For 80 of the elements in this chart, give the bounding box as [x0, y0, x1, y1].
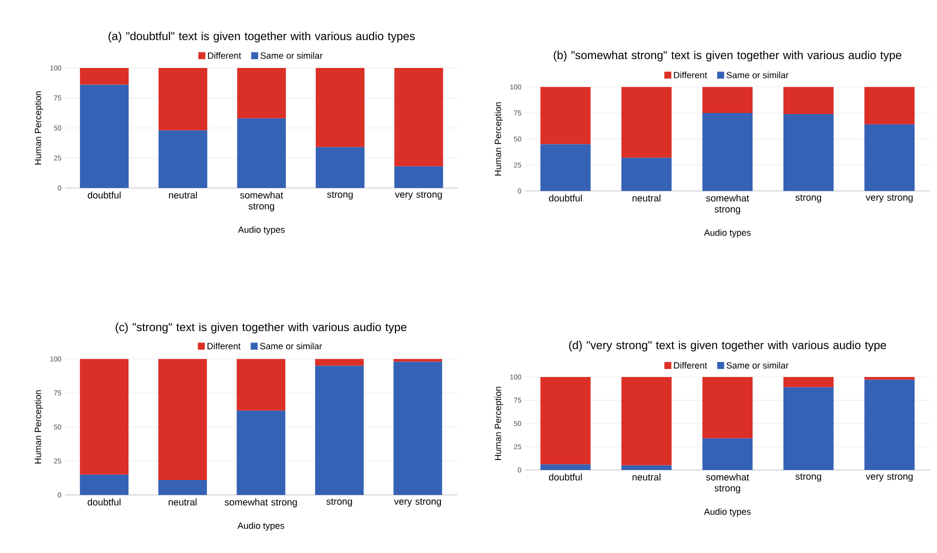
bar	[783, 387, 834, 470]
bar	[158, 68, 208, 130]
bar	[621, 376, 672, 466]
bar	[864, 86, 915, 124]
bar	[702, 86, 753, 113]
bar	[316, 68, 364, 148]
x-tick-label: strong	[796, 474, 822, 482]
bar	[621, 86, 672, 158]
x-tick-label: neutral	[632, 474, 660, 480]
x-tick-label: doubtful	[88, 498, 120, 506]
y-axis-title: Human Perception	[34, 390, 43, 464]
bar	[394, 362, 442, 495]
bar	[237, 68, 286, 118]
bar	[864, 124, 915, 191]
x-tick-label: very strong	[866, 194, 913, 203]
legend-label: Same or similar	[260, 52, 323, 59]
x-tick-label: strong	[327, 192, 353, 200]
x-axis-title: Audio types	[238, 522, 284, 531]
bar	[540, 144, 591, 191]
x-tick-label: neutral	[168, 498, 196, 506]
x-tick-label: strong	[326, 498, 352, 507]
bar	[315, 358, 364, 366]
legend-label: Same or similar	[726, 72, 789, 78]
chart-title: (d) "very strong" text is given together with various audio type	[569, 340, 886, 352]
x-tick-label: neutral	[169, 192, 197, 198]
chart-title: (a) "doubtful" text is given together with various audio types	[108, 32, 415, 42]
bar	[80, 474, 129, 495]
bar	[394, 166, 444, 188]
bar	[702, 112, 753, 191]
bar	[158, 480, 207, 495]
bar	[621, 158, 672, 191]
x-tick-label: somewhat strong	[706, 194, 750, 214]
x-tick-label: doubtful	[88, 192, 121, 198]
y-axis-title: Human Perception	[34, 91, 43, 165]
x-tick-label: doubtful	[548, 194, 582, 202]
x-tick-label: neutral	[632, 194, 660, 202]
bar	[783, 86, 834, 114]
legend-label: Different	[208, 342, 241, 350]
bar	[702, 438, 753, 470]
bar	[315, 366, 364, 495]
bar	[621, 465, 672, 470]
x-tick-label: somewhat strong	[240, 192, 284, 212]
bar	[702, 376, 753, 438]
x-tick-label: somewhat strong	[224, 498, 297, 508]
bar	[158, 358, 207, 480]
bar	[236, 358, 286, 411]
x-tick-label: strong	[796, 194, 822, 203]
y-axis-title: Human Perception	[494, 102, 503, 176]
bar	[158, 130, 208, 188]
bar	[540, 86, 591, 144]
legend-label: Different	[674, 362, 708, 369]
chart-title: (c) "strong" text is given together with various audio type	[116, 322, 406, 334]
bar	[540, 464, 591, 470]
bar	[80, 84, 129, 188]
bar	[783, 114, 834, 191]
legend-label: Same or similar	[260, 342, 322, 350]
x-axis-title: Audio types	[704, 508, 751, 517]
bar	[394, 358, 442, 362]
bar	[783, 376, 834, 388]
bar	[540, 376, 591, 464]
bar	[237, 118, 286, 188]
legend-label: Different	[208, 52, 242, 59]
legend-label: Different	[674, 72, 708, 78]
bar	[236, 410, 286, 495]
x-axis-title: Audio types	[238, 226, 285, 235]
x-tick-label: somewhat strong	[706, 474, 750, 494]
x-tick-label: doubtful	[548, 474, 582, 480]
x-axis-title: Audio types	[704, 229, 751, 238]
bar	[80, 358, 129, 475]
x-tick-label: very strong	[394, 192, 442, 200]
y-axis-title: Human Perception	[494, 386, 503, 460]
bar	[80, 68, 129, 85]
chart-title: (b) "somewhat strong" text is given together with various audio type	[554, 50, 902, 62]
bar	[394, 68, 444, 166]
x-tick-label: very strong	[394, 498, 441, 507]
bar	[316, 147, 364, 188]
legend-label: Same or similar	[726, 362, 789, 369]
bar	[864, 376, 915, 380]
x-tick-label: very strong	[866, 474, 913, 482]
bar	[864, 380, 915, 470]
